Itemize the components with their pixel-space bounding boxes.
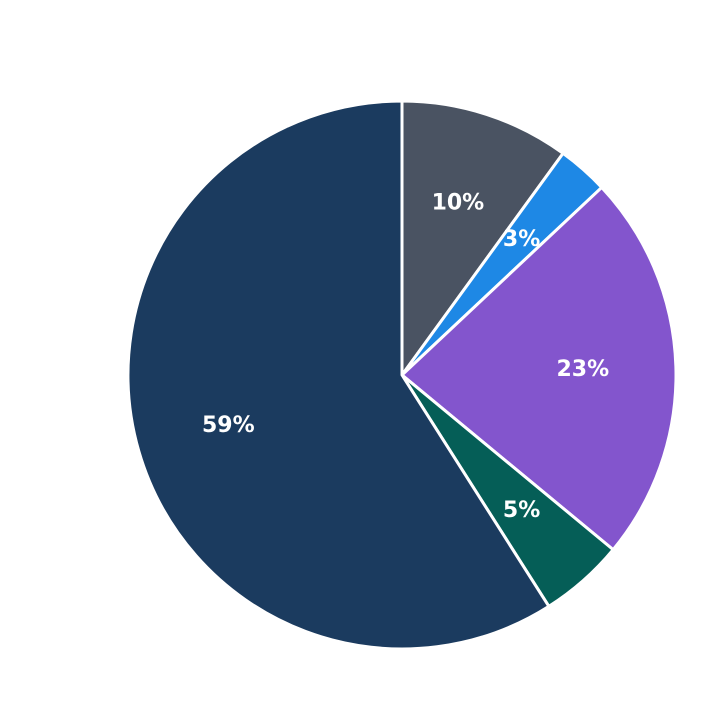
slice-label: 5% — [503, 498, 540, 523]
slice-label: 23% — [556, 357, 609, 382]
pie-slice — [400, 99, 565, 377]
slice-label: 59% — [202, 413, 255, 438]
pie-chart: 10% 3% 23% 5% 59% — [40, 16, 723, 723]
pie-chart-svg: 10% 3% 23% 5% 59% — [126, 99, 678, 651]
slice-label: 10% — [432, 191, 485, 216]
slice-label: 3% — [503, 227, 540, 252]
pie-slice — [400, 185, 678, 552]
pie-slice — [126, 99, 551, 651]
